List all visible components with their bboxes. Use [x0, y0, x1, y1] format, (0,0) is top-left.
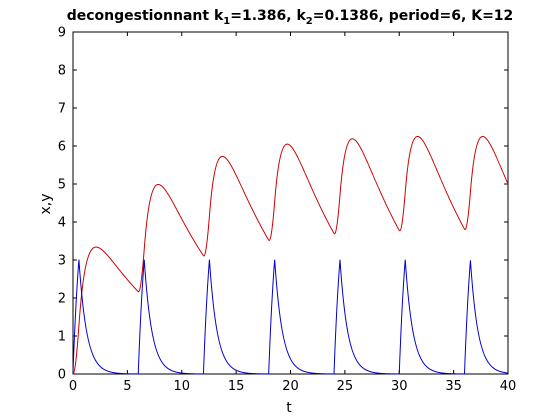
x-tick-label: 20 — [282, 379, 299, 394]
y-tick-label: 7 — [58, 102, 66, 117]
x-tick-label: 30 — [391, 379, 408, 394]
series-line-y — [72, 135, 509, 375]
y-tick-label: 4 — [58, 216, 66, 231]
y-tick-label: 8 — [58, 64, 66, 79]
x-tick-label: 10 — [173, 379, 190, 394]
y-tick-label: 2 — [58, 292, 66, 307]
axes-box — [72, 31, 509, 375]
x-tick-label: 5 — [123, 379, 131, 394]
chart-title: decongestionnant k1=1.386, k2=0.1386, pe… — [67, 8, 514, 27]
plot-area: 0 1 2 3 4 5 6 7 8 9 0 5 10 15 20 25 30 35 40 — [58, 26, 517, 395]
y-tick-label: 9 — [58, 26, 66, 41]
x-tick-label: 40 — [500, 379, 517, 394]
x-tick-label: 25 — [337, 379, 354, 394]
y-tick-label: 5 — [58, 178, 66, 193]
x-tick-label: 0 — [69, 379, 77, 394]
y-axis-label: x,y — [38, 193, 54, 214]
x-axis: 0 5 10 15 20 25 30 35 40 — [69, 32, 516, 394]
y-tick-label: 1 — [58, 330, 66, 345]
x-tick-label: 35 — [445, 379, 462, 394]
y-axis: 0 1 2 3 4 5 6 7 8 9 — [58, 26, 508, 383]
y-tick-label: 0 — [58, 368, 66, 383]
y-tick-label: 3 — [58, 254, 66, 269]
y-tick-label: 6 — [58, 140, 66, 155]
x-tick-label: 15 — [228, 379, 245, 394]
x-axis-label: t — [286, 400, 292, 416]
series-line-x — [72, 259, 509, 375]
series-layer — [72, 135, 509, 375]
